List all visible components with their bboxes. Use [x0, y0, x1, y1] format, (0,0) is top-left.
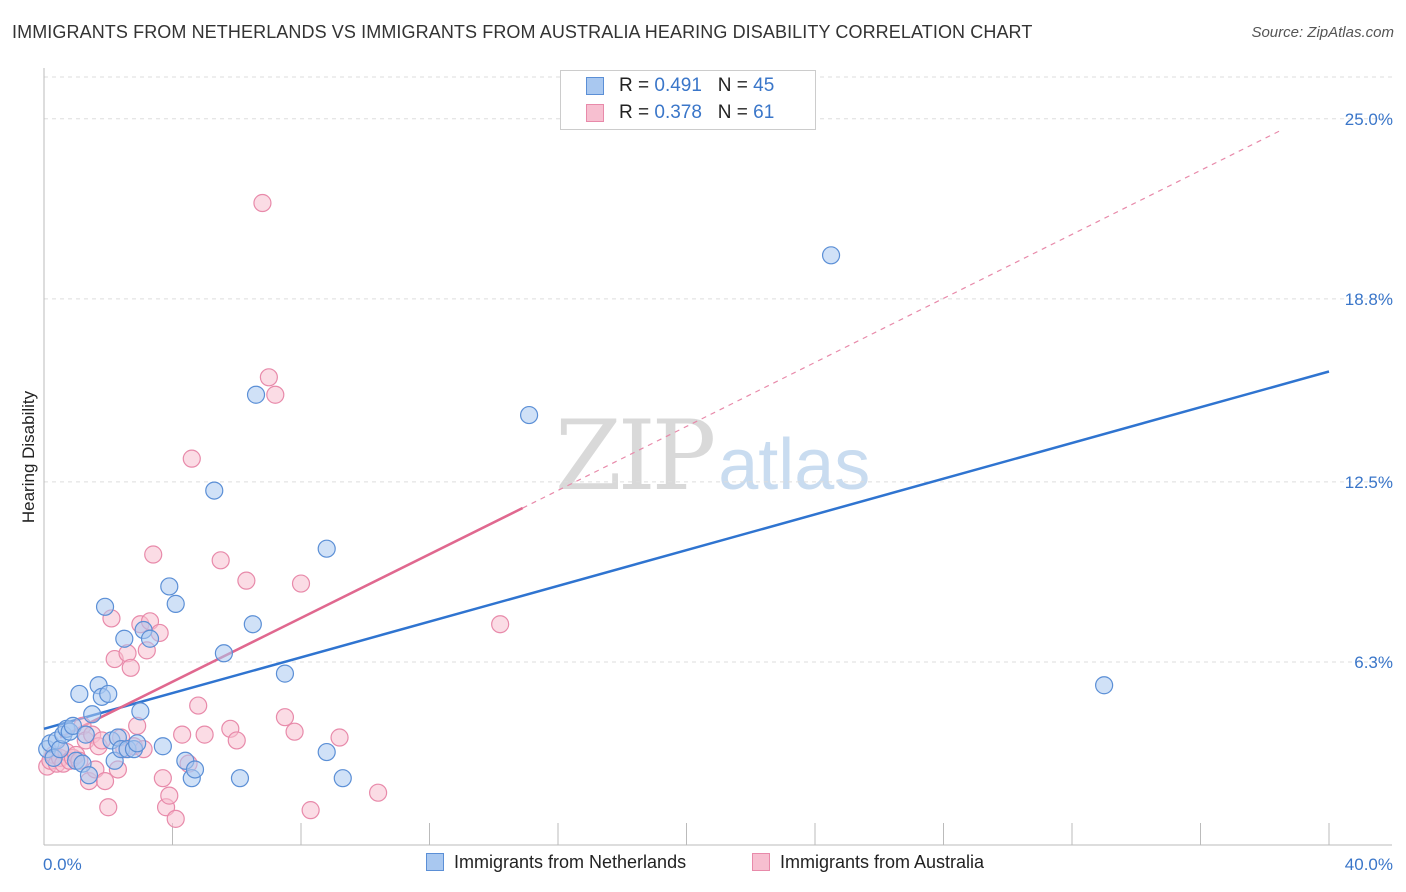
point-netherlands: [317, 742, 336, 762]
point-australia: [195, 725, 214, 744]
n-label: N =: [717, 75, 754, 96]
point-australia: [275, 708, 295, 727]
y-axis-title: Hearing Disability: [19, 390, 38, 523]
point-australia: [259, 368, 278, 387]
legend-swatch-australia: [586, 104, 604, 122]
legend-label-netherlands: Immigrants from Netherlands: [454, 852, 687, 872]
legend-swatch-netherlands: [426, 853, 444, 871]
x-tick-label: 0.0%: [43, 855, 82, 874]
legend-stats-netherlands: R = 0.491 N = 45: [619, 75, 774, 97]
point-netherlands: [185, 760, 205, 779]
point-australia: [144, 545, 163, 564]
point-netherlands: [821, 246, 841, 265]
trend-line-australia-extended: [522, 129, 1282, 509]
legend-swatch-australia: [752, 853, 770, 871]
point-australia: [173, 725, 192, 744]
point-australia: [291, 574, 311, 593]
point-netherlands: [1095, 676, 1114, 695]
point-netherlands: [79, 766, 99, 785]
n-value: 45: [753, 75, 775, 96]
point-australia: [211, 551, 230, 570]
point-australia: [237, 571, 256, 590]
point-australia: [153, 769, 172, 788]
legend-swatch-netherlands: [586, 77, 604, 95]
point-netherlands: [519, 405, 539, 425]
point-australia: [330, 728, 349, 747]
r-value: 0.378: [654, 102, 702, 123]
data-points: [38, 193, 1114, 828]
point-netherlands: [214, 644, 233, 663]
point-netherlands: [131, 702, 150, 721]
n-label: N =: [717, 102, 754, 123]
legend-item-australia: Immigrants from Australia: [752, 852, 984, 873]
point-netherlands: [128, 734, 147, 753]
point-australia: [160, 786, 179, 805]
y-tick-label: 25.0%: [1345, 110, 1393, 129]
point-australia: [227, 731, 246, 750]
tick-labels: 6.3% 12.5% 18.8% 25.0% 0.0% 40.0% Hearing Disa…: [19, 110, 1393, 874]
r-value: 0.491: [654, 75, 702, 96]
point-australia: [95, 771, 115, 791]
chart-title: IMMIGRANTS FROM NETHERLANDS VS IMMIGRANT…: [12, 22, 1033, 42]
point-australia: [121, 658, 140, 677]
legend-stats-australia: R = 0.378 N = 61: [619, 102, 780, 124]
source-label: Source: ZipAtlas.com: [1251, 24, 1394, 41]
point-australia: [189, 696, 208, 715]
point-netherlands: [246, 385, 266, 404]
point-australia: [301, 801, 320, 820]
point-australia: [491, 615, 510, 634]
legend-item-netherlands: Immigrants from Netherlands: [426, 852, 686, 873]
correlation-legend: R = 0.491 N = 45 R = 0.378 N = 61: [560, 70, 816, 130]
axes: [43, 68, 1392, 846]
point-netherlands: [140, 629, 160, 648]
r-label: R =: [619, 102, 655, 123]
x-tick-label: 40.0%: [1345, 855, 1393, 874]
point-australia: [369, 783, 388, 802]
point-netherlands: [275, 664, 295, 683]
point-netherlands: [153, 737, 172, 756]
point-netherlands: [317, 539, 336, 558]
point-netherlands: [99, 684, 118, 704]
point-netherlands: [63, 716, 83, 735]
point-australia: [166, 809, 185, 828]
point-netherlands: [76, 725, 95, 744]
point-netherlands: [95, 597, 115, 616]
trend-line-australia: [59, 506, 524, 739]
trend-lines: [43, 129, 1330, 739]
point-australia: [266, 385, 285, 404]
trend-line-netherlands: [43, 370, 1330, 731]
y-tick-label: 12.5%: [1345, 473, 1393, 492]
point-netherlands: [160, 577, 179, 596]
point-netherlands: [83, 705, 102, 724]
point-australia: [285, 722, 304, 741]
point-netherlands: [115, 629, 134, 648]
point-netherlands: [205, 481, 224, 500]
point-netherlands: [70, 684, 89, 704]
point-australia: [253, 193, 272, 213]
legend-label-australia: Immigrants from Australia: [780, 852, 985, 872]
n-value: 61: [753, 102, 775, 123]
y-tick-label: 6.3%: [1354, 653, 1393, 672]
point-australia: [182, 449, 201, 468]
point-netherlands: [230, 769, 250, 788]
point-netherlands: [166, 594, 185, 613]
r-label: R =: [619, 75, 655, 96]
point-netherlands: [333, 769, 352, 788]
point-netherlands: [243, 615, 262, 634]
point-australia: [99, 798, 118, 817]
y-tick-label: 18.8%: [1345, 290, 1393, 309]
